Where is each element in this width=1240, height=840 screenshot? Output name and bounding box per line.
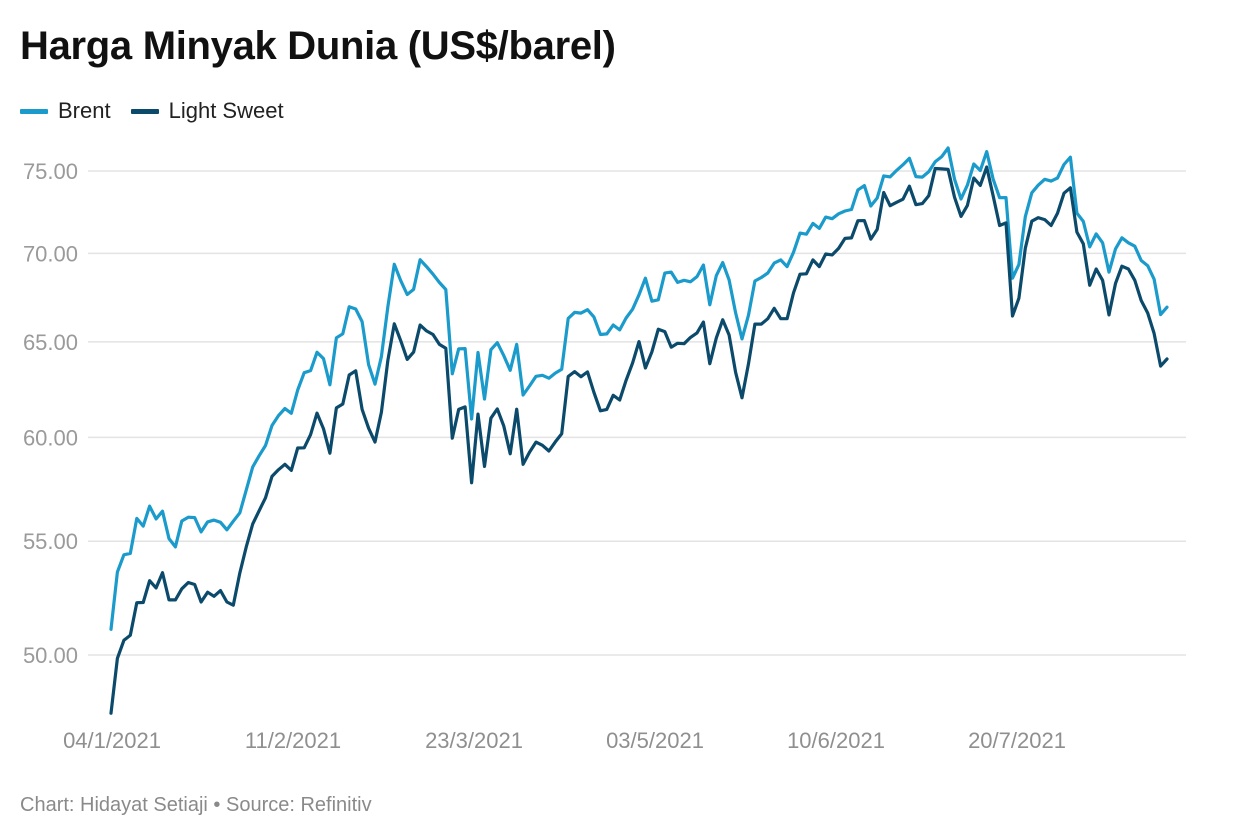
legend-item-brent: Brent [20, 98, 111, 124]
y-tick-label: 65.00 [23, 330, 78, 355]
gridlines [88, 170, 1186, 656]
x-tick-label: 23/3/2021 [425, 728, 523, 753]
legend: Brent Light Sweet [20, 98, 304, 124]
legend-label-brent: Brent [58, 98, 111, 123]
x-tick-label: 20/7/2021 [968, 728, 1066, 753]
legend-label-light-sweet: Light Sweet [168, 98, 284, 123]
x-tick-label: 11/2/2021 [245, 728, 341, 753]
x-tick-label: 03/5/2021 [606, 728, 704, 753]
y-tick-label: 75.00 [23, 159, 78, 184]
y-axis: 50.00 55.00 60.00 65.00 70.00 75.00 [23, 159, 78, 668]
line-chart: 50.00 55.00 60.00 65.00 70.00 75.00 04/1/2021… [23, 146, 1186, 753]
x-tick-label: 04/1/2021 [63, 728, 161, 753]
legend-item-light-sweet: Light Sweet [130, 98, 284, 124]
legend-swatch-brent [20, 108, 48, 114]
x-tick-label: 10/6/2021 [787, 728, 885, 753]
y-tick-label: 70.00 [23, 241, 78, 266]
chart-footer: Chart: Hidayat Setiaji • Source: Refinit… [20, 794, 372, 816]
series-line-brent [109, 146, 1169, 631]
series-line-light-sweet [109, 165, 1169, 715]
series-lines [109, 146, 1169, 715]
chart-title: Harga Minyak Dunia (US$/barel) [20, 24, 616, 68]
y-tick-label: 50.00 [23, 643, 78, 668]
y-tick-label: 55.00 [23, 529, 78, 554]
y-tick-label: 60.00 [23, 425, 78, 450]
x-axis: 04/1/2021 11/2/2021 23/3/2021 03/5/2021 10/6… [63, 728, 1066, 753]
legend-swatch-light-sweet [130, 108, 159, 114]
